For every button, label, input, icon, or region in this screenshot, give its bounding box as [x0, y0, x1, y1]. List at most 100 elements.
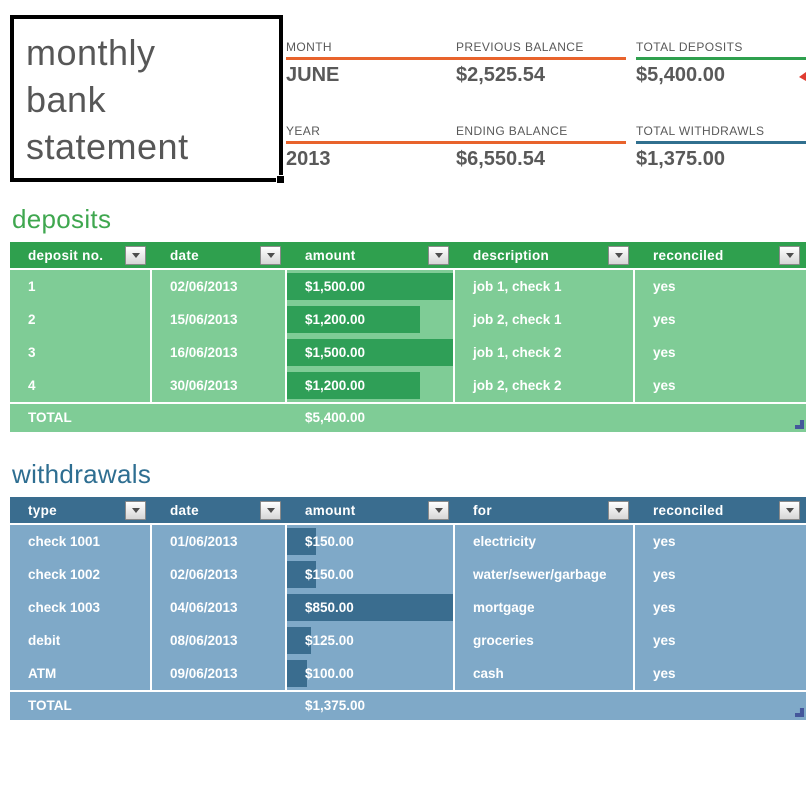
filter-dropdown-button[interactable] [608, 245, 629, 265]
filter-dropdown-button[interactable] [125, 500, 146, 520]
cell-text: $100.00 [305, 666, 354, 681]
table-cell[interactable]: $1,200.00 [287, 369, 455, 402]
table-cell[interactable]: 01/06/2013 [152, 525, 287, 558]
table-cell[interactable]: check 1002 [10, 558, 152, 591]
table-cell[interactable]: ATM [10, 657, 152, 690]
cell-text: ATM [28, 666, 57, 681]
cell-text: yes [653, 312, 676, 327]
table-cell[interactable]: check 1001 [10, 525, 152, 558]
table-cell[interactable]: 3 [10, 336, 152, 369]
filter-dropdown-button[interactable] [125, 245, 146, 265]
deposits-body: 1 02/06/2013 $1,500.00 job 1, check 1 yes 2 15… [10, 270, 806, 402]
filter-dropdown-button[interactable] [779, 245, 800, 265]
filter-dropdown-button[interactable] [260, 245, 281, 265]
table-cell[interactable]: yes [635, 303, 806, 336]
cell-text: 3 [28, 345, 36, 360]
table-cell[interactable]: 2 [10, 303, 152, 336]
ending-balance-value[interactable]: $6,550.54 [456, 148, 545, 170]
table-cell[interactable]: 1 [10, 270, 152, 303]
table-cell[interactable]: 15/06/2013 [152, 303, 287, 336]
filter-dropdown-button[interactable] [779, 500, 800, 520]
table-cell[interactable]: job 1, check 1 [455, 270, 635, 303]
table-cell[interactable]: debit [10, 624, 152, 657]
table-row: 1 02/06/2013 $1,500.00 job 1, check 1 yes [10, 270, 806, 303]
cell-text: yes [653, 567, 676, 582]
table-resize-handle[interactable] [795, 420, 804, 429]
table-cell[interactable]: yes [635, 657, 806, 690]
total-withdrawals-value[interactable]: $1,375.00 [636, 148, 725, 170]
filter-dropdown-button[interactable] [428, 500, 449, 520]
table-cell[interactable]: cash [455, 657, 635, 690]
table-cell[interactable]: yes [635, 558, 806, 591]
total-spacer [152, 692, 287, 720]
year-value[interactable]: 2013 [286, 148, 331, 170]
filter-dropdown-button[interactable] [260, 500, 281, 520]
amount-data-bar [287, 339, 453, 366]
table-cell[interactable]: 08/06/2013 [152, 624, 287, 657]
column-header-label: for [473, 502, 492, 518]
table-cell[interactable]: $1,500.00 [287, 336, 455, 369]
table-cell[interactable]: job 2, check 2 [455, 369, 635, 402]
table-cell[interactable]: yes [635, 369, 806, 402]
table-cell[interactable]: $1,200.00 [287, 303, 455, 336]
table-cell[interactable]: $125.00 [287, 624, 455, 657]
table-cell[interactable]: $1,500.00 [287, 270, 455, 303]
month-label: MONTH [286, 40, 332, 54]
table-cell[interactable]: $150.00 [287, 525, 455, 558]
table-cell[interactable]: $100.00 [287, 657, 455, 690]
table-cell[interactable]: 02/06/2013 [152, 270, 287, 303]
table-cell[interactable]: job 2, check 1 [455, 303, 635, 336]
amount-data-bar [287, 594, 453, 621]
chevron-down-icon [614, 507, 623, 513]
cell-text: 01/06/2013 [170, 534, 238, 549]
cell-text: 16/06/2013 [170, 345, 238, 360]
chevron-down-icon [785, 507, 794, 513]
column-header-label: reconciled [653, 502, 724, 518]
table-cell[interactable]: check 1003 [10, 591, 152, 624]
table-cell[interactable]: 04/06/2013 [152, 591, 287, 624]
table-cell[interactable]: 4 [10, 369, 152, 402]
table-cell[interactable]: $850.00 [287, 591, 455, 624]
table-cell[interactable]: yes [635, 525, 806, 558]
cell-text: $1,200.00 [305, 312, 366, 327]
filter-dropdown-button[interactable] [608, 500, 629, 520]
table-cell[interactable]: 02/06/2013 [152, 558, 287, 591]
table-resize-handle[interactable] [795, 708, 804, 717]
month-value[interactable]: JUNE [286, 64, 340, 86]
total-spacer [152, 404, 287, 432]
amount-data-bar [287, 627, 312, 654]
table-cell[interactable]: yes [635, 270, 806, 303]
selection-handle[interactable] [276, 175, 285, 184]
table-cell[interactable]: job 1, check 2 [455, 336, 635, 369]
statement-title: monthly bank statement [26, 32, 189, 167]
cell-text: $150.00 [305, 567, 354, 582]
table-cell[interactable]: 16/06/2013 [152, 336, 287, 369]
table-cell[interactable]: 09/06/2013 [152, 657, 287, 690]
cell-text: mortgage [473, 600, 535, 615]
table-cell[interactable]: $150.00 [287, 558, 455, 591]
ending-balance-label: ENDING BALANCE [456, 124, 568, 138]
cell-text: 08/06/2013 [170, 633, 238, 648]
table-cell[interactable]: groceries [455, 624, 635, 657]
statement-title-box[interactable]: monthly bank statement [10, 15, 285, 184]
filter-dropdown-button[interactable] [428, 245, 449, 265]
table-cell[interactable]: yes [635, 591, 806, 624]
cell-text: $1,200.00 [305, 378, 366, 393]
field-previous-balance: PREVIOUS BALANCE $2,525.54 [456, 40, 626, 87]
deposits-table: deposit no. date amount description reconcil… [10, 242, 806, 432]
table-cell[interactable]: electricity [455, 525, 635, 558]
table-cell[interactable]: 30/06/2013 [152, 369, 287, 402]
previous-balance-value[interactable]: $2,525.54 [456, 64, 545, 86]
cell-text: 30/06/2013 [170, 378, 238, 393]
withdrawals-total-row: TOTAL $1,375.00 [10, 692, 806, 720]
deposits-total-row: TOTAL $5,400.00 [10, 404, 806, 432]
cell-text: $1,500.00 [305, 279, 366, 294]
table-cell[interactable]: yes [635, 336, 806, 369]
field-total-deposits: TOTAL DEPOSITS $5,400.00 [636, 40, 806, 87]
table-cell[interactable]: water/sewer/garbage [455, 558, 635, 591]
total-deposits-value[interactable]: $5,400.00 [636, 64, 725, 86]
field-month: MONTH JUNE [286, 40, 456, 87]
table-cell[interactable]: yes [635, 624, 806, 657]
cell-text: 15/06/2013 [170, 312, 238, 327]
table-cell[interactable]: mortgage [455, 591, 635, 624]
